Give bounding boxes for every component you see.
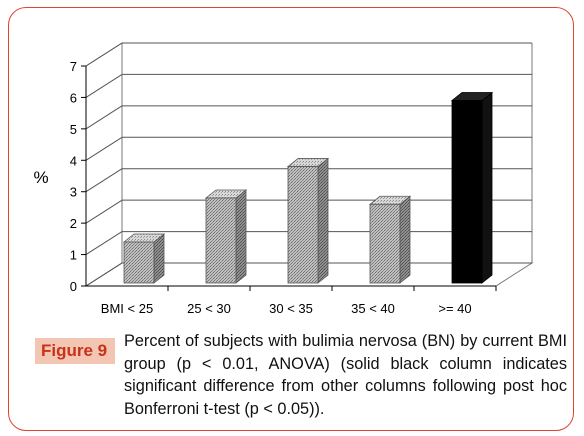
gridline-side [85,262,123,287]
gridline-side [85,231,123,255]
bar-side [399,195,411,284]
bar-side [481,91,493,284]
bar-chart: 0 1 2 3 4 5 6 7 BMI < 25 25 < 30 30 < 35 35 < 40 >=… [33,42,534,316]
bar-side [153,233,165,284]
y-tick-label: 6 [70,90,77,105]
y-axis-label: % [33,168,48,187]
bar-side [235,189,247,284]
x-tick-label: 30 < 35 [269,301,313,316]
y-tick-label: 0 [70,279,77,294]
y-tick-label: 4 [70,153,77,168]
x-tick-label: >= 40 [438,301,471,316]
x-tick-label: 25 < 30 [187,301,231,316]
y-tick-label: 5 [70,122,77,137]
y-tick-labels: 0 1 2 3 4 5 6 7 [70,59,77,294]
gridline-side [85,168,123,193]
chart-axes [81,65,497,291]
bar-front [451,100,483,284]
y-tick-label: 1 [70,248,77,263]
side-wall [85,42,123,287]
caption-text: Percent of subjects with bulimia nervosa… [124,332,567,418]
x-tick-label: BMI < 25 [101,301,153,316]
x-tick-label: 35 < 40 [351,301,395,316]
bar-2 [204,189,248,284]
bar-4 [368,195,412,284]
bar-1 [122,233,166,284]
bar-front [205,197,237,284]
bar-front [369,203,401,284]
bar-5 [450,91,494,284]
gridline-side [85,42,123,67]
y-tick-label: 3 [70,185,77,200]
figure-frame: 0 1 2 3 4 5 6 7 BMI < 25 25 < 30 30 < 35 35 < 40 >=… [8,7,574,431]
bar-front [123,241,155,284]
bar-side [317,157,329,284]
gridline-side [85,105,123,130]
gridline-side [85,199,123,224]
x-tick-labels: BMI < 25 25 < 30 30 < 35 35 < 40 >= 40 [101,301,472,316]
bar-front [287,166,319,284]
y-tick-label: 7 [70,59,77,74]
gridline-side [85,74,123,98]
bar-3 [286,157,330,284]
gridline-side [85,136,123,161]
y-tick-label: 2 [70,216,77,231]
figure-label: Figure 9 [35,338,116,364]
chart-bars [122,91,494,284]
